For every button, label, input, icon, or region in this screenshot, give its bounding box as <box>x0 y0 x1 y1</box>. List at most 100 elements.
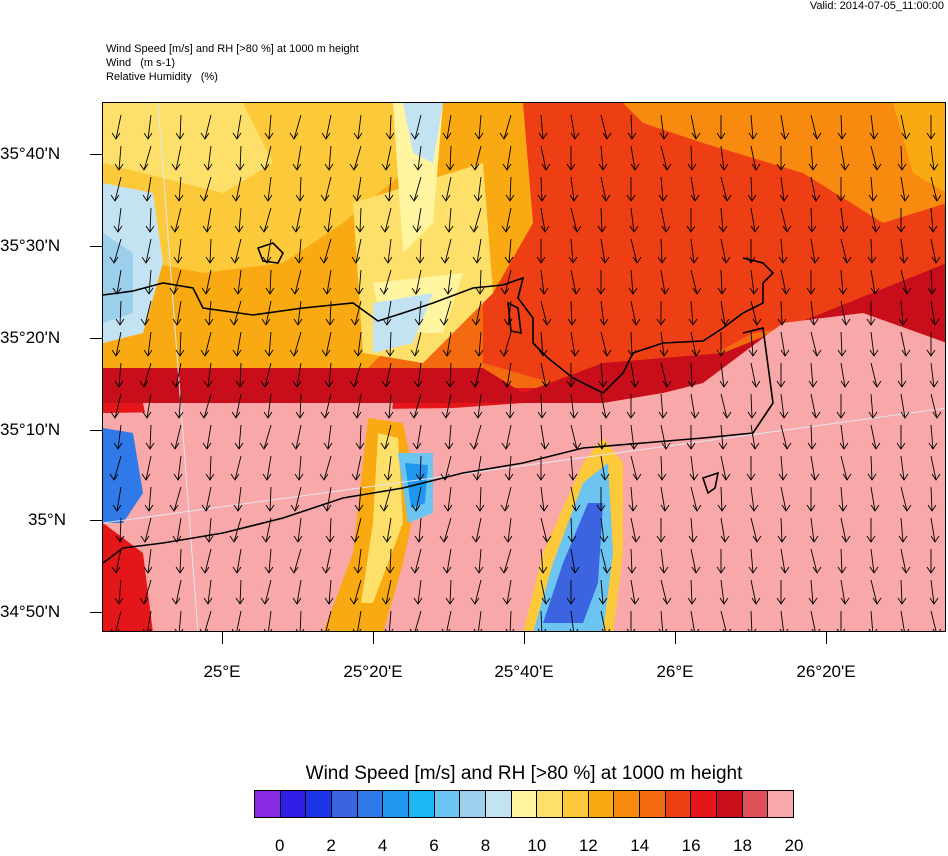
wind-arrow <box>748 548 758 574</box>
wind-arrow <box>659 548 669 574</box>
xtick <box>373 632 374 644</box>
wind-arrow <box>870 579 882 605</box>
wind-arrow <box>384 610 394 631</box>
wind-arrow <box>837 331 847 357</box>
colorbar-tick-label: 4 <box>377 836 388 855</box>
wind-arrow <box>413 145 423 171</box>
colorbar-tick-label: 0 <box>274 836 285 855</box>
wind-arrow <box>293 517 303 543</box>
wind-arrow <box>570 424 582 450</box>
wind-arrow <box>385 114 395 140</box>
wind-arrow <box>687 579 697 605</box>
wind-arrow <box>142 610 152 631</box>
wind-arrow <box>660 269 670 295</box>
wind-arrow <box>111 331 122 357</box>
wind-arrow <box>172 517 182 543</box>
colorbar-swatch <box>306 791 333 817</box>
wind-arrow <box>114 362 124 388</box>
wind-arrow <box>351 238 362 264</box>
wind-arrow <box>630 455 642 481</box>
wind-arrow <box>690 610 700 631</box>
wind-arrow <box>868 176 878 202</box>
wind-arrow <box>412 207 422 233</box>
wind-arrow <box>600 393 611 419</box>
wind-arrow <box>291 207 302 233</box>
wind-arrow <box>141 455 152 481</box>
wind-arrow <box>142 176 152 202</box>
wind-arrow <box>139 145 152 171</box>
wind-arrow <box>809 300 819 326</box>
wind-arrow <box>202 207 212 233</box>
colorbar-swatch <box>383 791 410 817</box>
colorbar-tick-label: 6 <box>429 836 439 855</box>
colorbar-tick-label: 14 <box>630 836 650 855</box>
map-panel[interactable] <box>102 102 946 632</box>
wind-arrow <box>896 425 906 450</box>
wind-arrow <box>414 300 424 326</box>
wind-arrow <box>838 486 848 512</box>
ytick <box>90 520 102 521</box>
wind-arrow <box>355 207 365 233</box>
wind-arrow <box>867 455 877 481</box>
wind-arrow <box>929 145 939 171</box>
wind-arrow <box>750 362 761 388</box>
wind-arrow <box>837 548 847 574</box>
wind-arrow <box>900 548 911 574</box>
wind-arrow <box>687 145 697 171</box>
wind-arrow <box>690 486 702 512</box>
wind-arrow <box>353 548 363 574</box>
colorbar <box>254 790 794 818</box>
lon-label: 25°E <box>203 662 241 681</box>
wind-arrow <box>324 145 334 171</box>
wind-arrow <box>323 424 333 450</box>
wind-arrow <box>866 518 876 543</box>
wind-arrow <box>720 517 730 543</box>
valid-time: Valid: 2014-07-05_11:00:00 <box>809 0 944 12</box>
wind-arrow <box>716 332 726 357</box>
wind-arrow <box>140 300 152 326</box>
wind-arrow <box>381 579 392 605</box>
wind-arrow <box>442 114 452 140</box>
wind-arrow <box>202 424 212 450</box>
wind-arrow <box>295 610 305 631</box>
wind-arrow <box>384 176 394 202</box>
wind-arrow <box>748 114 758 140</box>
wind-arrow <box>836 611 846 631</box>
wind-arrow <box>261 300 272 326</box>
wind-arrow <box>109 455 122 481</box>
wind-arrow <box>600 610 611 631</box>
wind-arrow <box>415 238 425 264</box>
wind-arrow <box>231 610 242 631</box>
wind-arrow <box>352 610 362 631</box>
lat-label: 35°30'N <box>0 236 61 255</box>
wind-arrow <box>471 517 482 543</box>
wind-arrow <box>900 269 912 295</box>
wind-arrow <box>175 331 185 357</box>
wind-arrow <box>747 176 757 202</box>
wind-arrow <box>717 486 727 512</box>
wind-arrow <box>808 145 818 171</box>
wind-arrow <box>540 145 551 171</box>
wind-arrow <box>505 610 515 631</box>
lat-label: 34°50'N <box>0 602 61 621</box>
wind-arrow <box>440 455 452 481</box>
wind-arrow <box>139 579 152 605</box>
wind-arrow <box>473 176 483 202</box>
wind-arrow <box>113 424 123 450</box>
wind-arrow <box>720 176 732 202</box>
wind-arrow <box>926 332 936 357</box>
wind-arrow <box>718 424 728 450</box>
wind-arrow <box>142 393 152 419</box>
colorbar-tick-label: 8 <box>480 836 491 855</box>
wind-arrow <box>289 114 302 140</box>
plot-titles: Wind Speed [m/s] and RH [>80 %] at 1000 … <box>106 42 359 84</box>
wind-arrow <box>750 517 762 543</box>
wind-arrow <box>415 455 425 481</box>
wind-arrow <box>567 517 577 543</box>
wind-arrow <box>265 486 275 512</box>
wind-arrow <box>289 331 302 357</box>
wind-arrow <box>567 300 577 326</box>
wind-arrow <box>750 424 760 450</box>
wind-arrow <box>355 424 365 450</box>
wind-arrow <box>200 114 212 140</box>
